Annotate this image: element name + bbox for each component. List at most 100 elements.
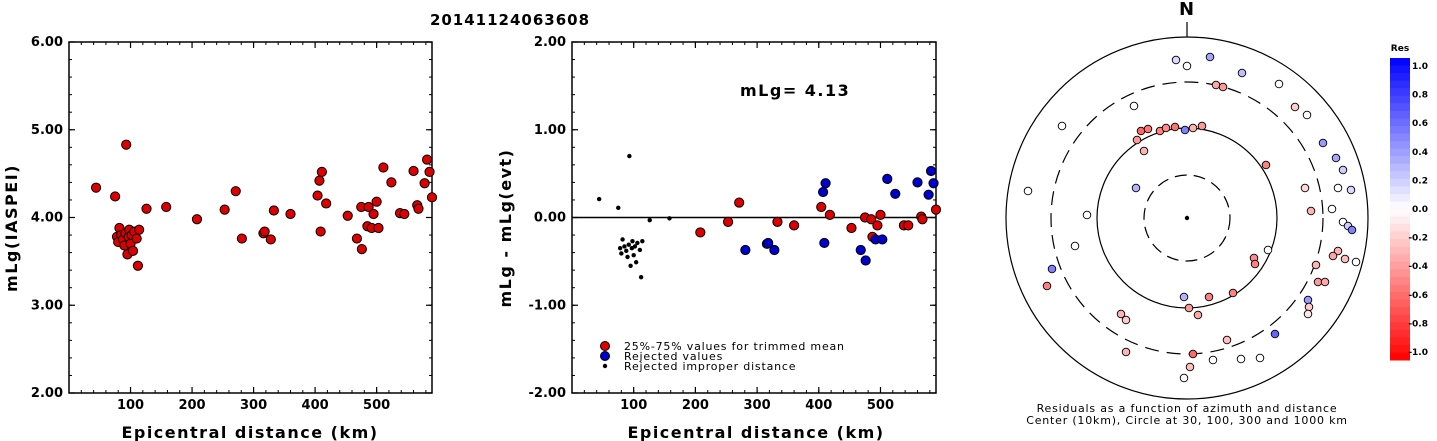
station-residual-point [1184,303,1194,313]
station-residual-point [1236,354,1246,364]
station-residual-point [1047,264,1057,274]
y-tick-label: 6.00 [31,35,63,50]
station-residual-point [1193,310,1203,320]
trimmed-mean-point [824,209,835,220]
colorbar-swatch [1390,178,1410,187]
colorbar-swatch [1390,246,1410,255]
colorbar-tick-label: -0.2 [1408,234,1428,244]
north-label: N [1179,0,1195,20]
y-tick-label: 2.00 [534,35,566,50]
improper-distance-point [626,242,631,247]
mlg-annotation: mLg= 4.13 [740,81,850,100]
rejected-point [763,237,774,249]
x-tick-label: 500 [363,398,390,413]
colorbar-swatch [1390,156,1410,165]
rejected-point [855,244,866,256]
data-point [219,204,230,215]
station-residual-point [1185,362,1195,372]
y-tick-label: 1.00 [534,123,566,138]
station-residual-point [1179,373,1189,383]
y-tick-label: 5.00 [31,123,63,138]
colorbar-swatch [1390,261,1410,270]
data-point [110,191,121,202]
colorbar-tick-label: 0.0 [1412,205,1428,215]
station-residual-point [1340,254,1350,264]
data-point [378,162,389,173]
trimmed-mean-point [846,222,857,234]
rejected-point [820,178,831,189]
x-tick-label: 100 [620,398,647,413]
colorbar-swatch [1390,216,1410,225]
y-tick-label: 4.00 [31,211,63,226]
station-residual-point [1170,122,1180,132]
colorbar-swatch [1390,314,1410,323]
colorbar-swatch [1390,239,1410,248]
improper-distance-point [647,217,652,223]
colorbar-swatch [1390,88,1410,97]
station-residual-point [1228,288,1238,298]
station-residual-point [1121,347,1131,357]
station-residual-point [1136,126,1146,136]
data-point [236,233,247,244]
colorbar-swatch [1390,103,1410,112]
rejected-point [923,189,934,200]
station-residual-point [1263,245,1273,255]
trimmed-mean-point [695,227,706,238]
distance-ring-1000km [1005,36,1369,400]
trimmed-mean-point [872,220,883,231]
improper-distance-point [627,153,632,159]
station-residual-point [1182,61,1192,71]
station-residual-point [1333,183,1343,193]
colorbar-swatch [1390,352,1410,361]
station-residual-point [1300,183,1310,193]
colorbar-tick-label: -0.8 [1408,319,1428,329]
rejected-point [860,255,871,266]
improper-distance-point [628,263,633,268]
x-tick-label: 200 [178,398,205,413]
trimmed-mean-point [734,197,745,208]
data-point [134,224,145,235]
colorbar-swatch [1390,141,1410,150]
station-residual-point [1302,110,1312,120]
x-tick-label: 300 [240,398,267,413]
x-axis-label: Epicentral distance (km) [121,423,378,441]
legend-marker-trimmed [600,341,610,351]
improper-distance-point [625,254,630,260]
legend-label-improper: Rejected improper distance [624,360,796,373]
station-residual-point [1143,124,1153,134]
colorbar-swatch [1390,269,1410,278]
data-point [230,186,241,197]
improper-distance-point [620,237,625,242]
station-residual-point [1023,186,1033,196]
colorbar-tick-label: -0.6 [1408,291,1428,301]
x-axis-label: Epicentral distance (km) [627,423,884,441]
data-point [265,234,276,245]
legend-label-trimmed: 25%-75% values for trimmed mean [624,340,845,353]
distance-ring-30km [1143,174,1231,262]
caption-line-1: Residuals as a function of azimuth and d… [1037,402,1338,415]
colorbar-tick-label: -1.0 [1408,348,1428,358]
improper-distance-point [617,246,623,251]
data-point [268,205,279,216]
caption-line-2: Center (10km), Circle at 30, 100, 300 an… [1026,414,1348,427]
y-tick-label: -2.00 [529,386,566,401]
colorbar-swatch [1390,65,1410,74]
station-residual-point [1129,101,1139,111]
colorbar-tick-label: 0.4 [1412,148,1428,158]
station-residual-point [1261,160,1271,170]
station-residual-point [1328,251,1338,261]
legend-label-rejected: Rejected values [624,350,723,363]
y-tick-label: 2.00 [31,386,63,401]
improper-distance-point [596,196,602,202]
station-residual-point [1333,246,1343,256]
data-point [351,233,363,244]
data-point [312,190,323,201]
station-residual-point [1204,292,1214,302]
improper-distance-point [667,216,672,221]
station-residual-point [1303,309,1313,319]
colorbar-swatch [1390,58,1410,67]
data-point [285,208,296,220]
station-residual-point [1208,355,1218,365]
data-point [424,166,435,177]
